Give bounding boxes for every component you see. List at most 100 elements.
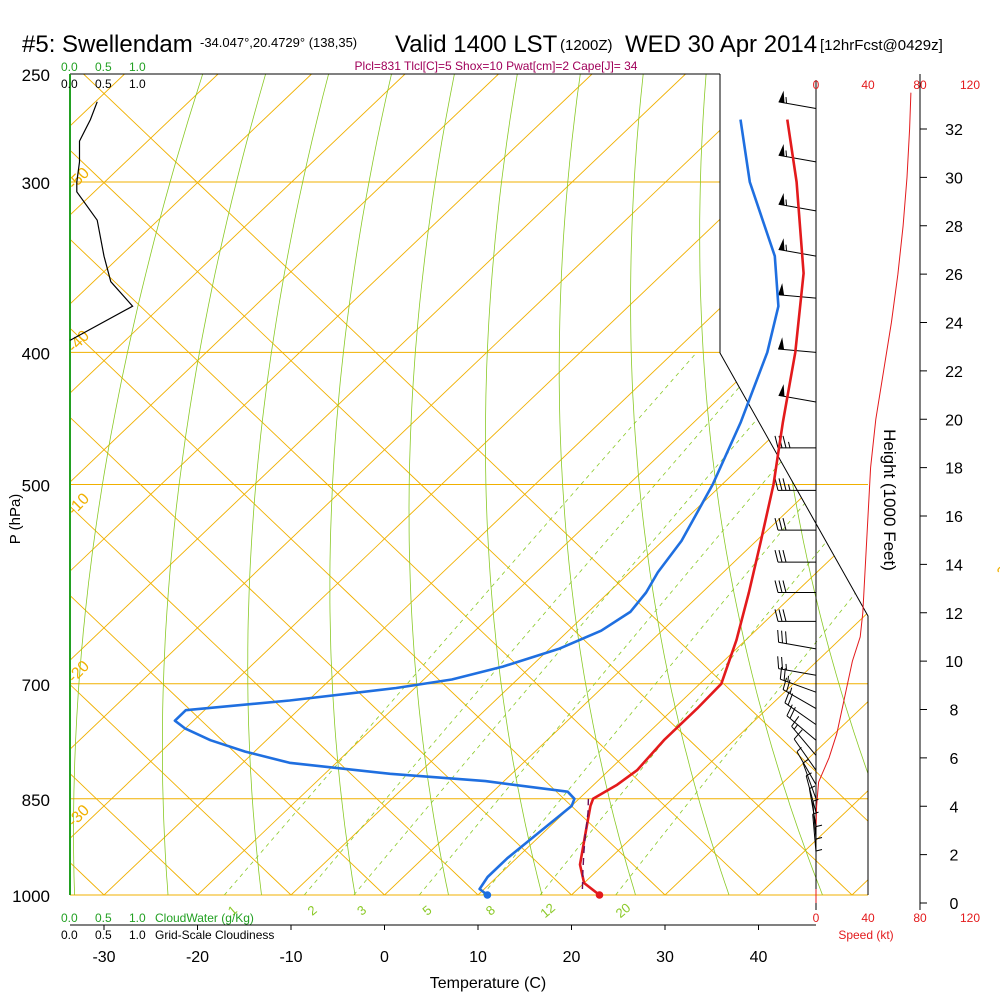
barb-flag (777, 656, 780, 669)
dry-adiabat-250 (161, 74, 266, 895)
barb-staff (808, 788, 817, 827)
plot-frame (719, 74, 869, 895)
mixing-ratio-label-12: 12 (537, 900, 558, 921)
mixing-ratio-2 (303, 352, 770, 895)
cloudiness-label: Grid-Scale Cloudiness (155, 928, 274, 942)
wind-barb-400 (778, 337, 817, 353)
barb-flag (781, 656, 783, 670)
y-tick-label-400: 400 (22, 344, 50, 363)
dry-adiabat-260 (247, 74, 329, 895)
barb-flag (774, 435, 779, 449)
barb-flag (774, 517, 779, 531)
barb-half (812, 811, 819, 815)
barb-staff (782, 689, 817, 710)
wind-barb-750 (784, 691, 817, 726)
wind-speed-line (815, 92, 912, 903)
barb-pennant (778, 238, 785, 251)
barb-pennant (778, 90, 785, 103)
wind-barbs (774, 90, 823, 890)
series-temperature (578, 119, 805, 895)
barb-pennant (778, 144, 785, 157)
cross-line-50 (70, 74, 853, 895)
height-tick-label-4: 4 (950, 799, 959, 816)
isotherm--90 (70, 74, 406, 895)
wind-barb-630 (774, 609, 817, 622)
barb-flag (782, 677, 787, 690)
barb-flag (774, 478, 779, 491)
surface-points (483, 891, 604, 899)
mixing-ratio-labels: 1 2 3 5 8 12 20 (225, 900, 634, 921)
cloud-scale-bottom-green-2: 1.0 (129, 911, 146, 925)
x-tick-label-30: 30 (656, 949, 674, 966)
cloudwater-label: CloudWater (g/Kg) (155, 911, 254, 925)
height-tick-label-28: 28 (945, 219, 963, 236)
barb-flag (774, 580, 779, 593)
y-tick-label-1000: 1000 (12, 887, 50, 906)
barb-half (785, 150, 787, 157)
speed-scale-top-3: 120 (960, 78, 980, 92)
isotherm-10 (477, 74, 868, 895)
wind-barb-770 (786, 704, 817, 741)
barb-staff (812, 801, 817, 840)
dry-adiabat-240 (73, 74, 204, 895)
cross-line-60 (83, 74, 868, 895)
barb-half (785, 663, 787, 671)
barb-flag (785, 631, 787, 644)
barb-staff (778, 249, 817, 257)
barb-flag (789, 706, 796, 719)
cloud-scale-top-black-2: 1.0 (129, 77, 146, 91)
dry-adiabat-300 (558, 74, 636, 895)
barb-pennant (778, 384, 785, 397)
barb-flag (786, 679, 791, 692)
wind-barb-830 (796, 747, 817, 785)
wind-barb-710 (779, 666, 817, 693)
wind-barb-540 (774, 517, 817, 531)
barb-staff (778, 294, 817, 299)
wind-barb-810 (793, 729, 817, 771)
barb-staff (778, 154, 817, 163)
sounding-series (173, 119, 805, 895)
barb-staff (805, 775, 817, 813)
dry-adiabat-350 (895, 74, 1000, 895)
barb-half (815, 849, 823, 852)
x-tick-label--20: -20 (186, 949, 209, 966)
barb-half (788, 484, 791, 491)
wind-barb-340 (778, 238, 817, 257)
wind-barb-435 (778, 384, 817, 403)
wind-barb-600 (774, 580, 817, 593)
dry-adiabat-360 (958, 74, 1000, 895)
wind-barb-790 (791, 716, 817, 756)
barb-staff (786, 715, 817, 741)
y-axis-label: P (hPa) (7, 494, 24, 545)
barb-staff (784, 702, 817, 726)
barb-half (785, 199, 787, 206)
barb-flag (778, 478, 783, 491)
isotherm-label--20: -20 (65, 658, 93, 686)
barb-half (802, 759, 809, 764)
barb-flag (781, 630, 783, 644)
wind-barb-950 (815, 824, 823, 865)
series-dewpoint (173, 119, 780, 895)
barb-flag (778, 517, 783, 531)
height-tick-label-18: 18 (945, 461, 963, 478)
wind-barb-990 (815, 849, 823, 890)
dry-adiabat-290 (484, 74, 543, 895)
surface-temperature-dot (595, 891, 604, 899)
wind-barb-660 (777, 629, 817, 650)
barb-half (788, 441, 791, 449)
barb-half (815, 837, 823, 840)
mixing-ratio-12 (539, 352, 868, 895)
barb-flag (778, 549, 783, 563)
speed-scale-bottom-1: 40 (861, 911, 875, 925)
cloud-scale-bottom-black-0: 0.0 (61, 928, 78, 942)
barb-staff (778, 348, 817, 353)
isotherm-20 (571, 74, 868, 895)
barb-half (789, 687, 793, 694)
mixing-ratio-3 (353, 352, 815, 895)
x-axis-label: Temperature (C) (430, 975, 546, 992)
cross-line-0 (70, 74, 385, 895)
height-tick-label-8: 8 (950, 703, 959, 720)
